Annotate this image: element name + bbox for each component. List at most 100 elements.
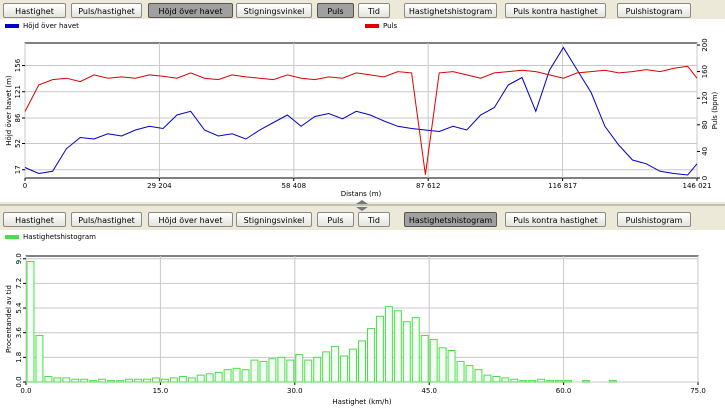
- histogram-bar: [582, 380, 590, 383]
- y2-axis-title: Puls (bpm): [711, 91, 719, 129]
- histogram-bar: [259, 360, 268, 383]
- histogram-bar: [456, 360, 465, 383]
- histogram-bar: [187, 377, 196, 383]
- histogram-bar: [331, 345, 340, 383]
- x-tick-label: 30.0: [287, 387, 303, 395]
- x-tick-label: 45.0: [421, 387, 437, 395]
- y2-tick-label: 160: [701, 65, 709, 78]
- tab-button[interactable]: Puls/hastighet: [71, 3, 142, 18]
- x-tick-label: 0.0: [20, 387, 31, 395]
- tab-button[interactable]: Tid: [358, 3, 390, 18]
- histogram-bar: [134, 378, 142, 383]
- x-tick-label: 15.0: [153, 387, 169, 395]
- tab-button[interactable]: Hastighet: [3, 212, 66, 227]
- x-tick-label: 0: [23, 182, 27, 190]
- tab-button[interactable]: Stigningsvinkel: [236, 212, 312, 227]
- histogram-bar: [546, 380, 555, 383]
- histogram-bar: [125, 378, 134, 383]
- histogram-bar: [322, 351, 331, 383]
- histogram-bar: [501, 377, 510, 383]
- y-tick-label: 3.6: [15, 327, 23, 339]
- histogram-bar: [564, 380, 573, 383]
- histogram-bar: [420, 334, 429, 383]
- legend-swatch: [5, 235, 19, 239]
- y-tick-label: 156: [14, 58, 22, 72]
- tab-button[interactable]: Hastighetshistogram: [404, 212, 497, 227]
- histogram-bar: [53, 377, 62, 383]
- histogram-bar: [35, 334, 44, 383]
- legend-label: Hastighetshistogram: [23, 233, 96, 241]
- histogram-bar: [474, 369, 483, 383]
- y-tick-label: 17: [14, 165, 22, 174]
- tab-button[interactable]: Puls: [317, 212, 354, 227]
- histogram-bar: [304, 359, 313, 383]
- histogram-bar: [107, 380, 116, 383]
- histogram-bar: [411, 317, 420, 383]
- histogram-bar: [393, 310, 402, 383]
- histogram-bar: [71, 378, 80, 383]
- histogram-bar: [438, 347, 447, 383]
- histogram-bar: [214, 371, 223, 383]
- tab-button[interactable]: Stigningsvinkel: [236, 3, 312, 18]
- histogram-bar: [89, 380, 98, 383]
- y-axis-title: Procentandel av tid: [5, 285, 13, 353]
- y2-tick-label: 120: [701, 92, 709, 105]
- tab-button[interactable]: Pulshistogram: [617, 3, 691, 18]
- histogram-bar: [142, 378, 151, 383]
- legend-swatch: [5, 24, 19, 28]
- tab-button[interactable]: Hastighetshistogram: [404, 3, 497, 18]
- y-tick-label: 9.0: [15, 253, 23, 264]
- histogram-bar: [555, 380, 564, 383]
- x-tick-label: 146 021: [683, 182, 712, 190]
- y-tick-label: 121: [14, 85, 22, 98]
- series-line: [24, 65, 698, 175]
- tab-button[interactable]: Höjd över havet: [148, 3, 233, 18]
- y-tick-label: 0.0: [15, 376, 23, 387]
- histogram-bar: [286, 359, 295, 383]
- legend-label: Puls: [383, 22, 397, 30]
- histogram-bar: [384, 306, 393, 383]
- x-tick-label: 75.0: [690, 387, 706, 395]
- histogram-bar: [196, 374, 205, 383]
- histogram-bar: [447, 350, 456, 383]
- x-tick-label: 58 408: [282, 182, 307, 190]
- histogram-bar: [340, 355, 349, 383]
- legend-swatch: [365, 24, 379, 28]
- tab-button[interactable]: Puls/hastighet: [71, 212, 142, 227]
- histogram-bar: [465, 365, 474, 383]
- y-axis-title: Höjd över havet (m): [5, 75, 13, 146]
- histogram-bar: [26, 260, 35, 383]
- y2-tick-label: 200: [701, 38, 709, 51]
- tab-button[interactable]: Tid: [358, 212, 390, 227]
- y-tick-label: 1.8: [15, 352, 23, 363]
- histogram-bar: [528, 380, 537, 383]
- x-tick-label: 29 204: [147, 182, 172, 190]
- tab-button[interactable]: Höjd över havet: [148, 212, 233, 227]
- histogram-bar: [232, 367, 241, 383]
- x-tick-label: 87 612: [416, 182, 441, 190]
- tab-button[interactable]: Puls kontra hastighet: [505, 3, 606, 18]
- histogram-bar: [375, 315, 384, 383]
- y-tick-label: 5.4: [15, 302, 23, 314]
- y2-tick-label: 80: [701, 120, 709, 129]
- tab-button[interactable]: Pulshistogram: [617, 212, 691, 227]
- tab-button[interactable]: Hastighet: [3, 3, 66, 18]
- plot-area: [24, 42, 698, 179]
- tab-button[interactable]: Puls: [317, 3, 354, 18]
- splitter-grip: [356, 200, 368, 211]
- y-tick-label: 52: [14, 139, 22, 148]
- y-tick-label: 7.2: [15, 278, 23, 289]
- x-axis-title: Distans (m): [341, 190, 382, 198]
- histogram-bar: [510, 378, 519, 383]
- x-axis-title: Hastighet (km/h): [332, 398, 391, 406]
- histogram-bar: [537, 378, 546, 383]
- histogram-bar: [178, 376, 187, 383]
- histogram-bar: [80, 378, 89, 383]
- histogram-bar: [295, 354, 304, 383]
- histogram-bar: [402, 321, 411, 383]
- tab-button[interactable]: Puls kontra hastighet: [505, 212, 606, 227]
- y2-tick-label: 0: [701, 176, 709, 180]
- histogram-bar: [483, 374, 492, 383]
- histogram-bar: [268, 358, 277, 383]
